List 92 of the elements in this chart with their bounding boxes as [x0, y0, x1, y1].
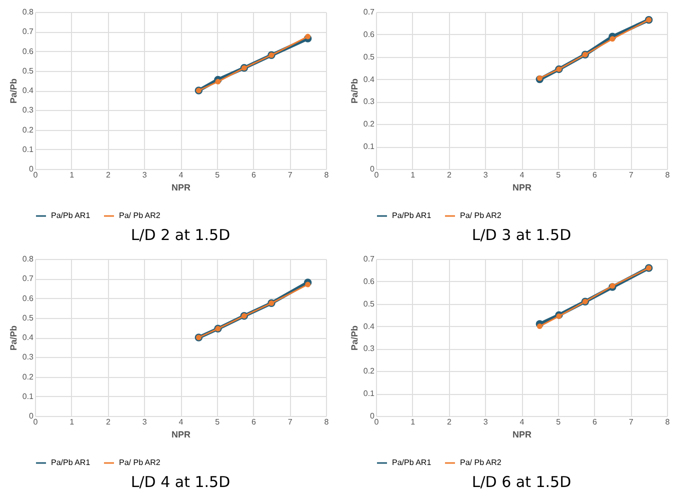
- y-tick-label: 0.4: [363, 74, 376, 84]
- y-tick-label: 0.5: [363, 52, 376, 62]
- y-axis-title: Pa/Pb: [349, 78, 360, 104]
- y-tick-label: 0.3: [363, 344, 376, 354]
- x-tick-label: 7: [288, 170, 293, 180]
- x-tick-label: 6: [252, 170, 257, 180]
- x-tick-label: 6: [592, 170, 598, 180]
- y-tick-label: 0.2: [22, 372, 34, 382]
- legend-label: Pa/ Pb AR2: [119, 211, 161, 220]
- x-tick-label: 4: [178, 170, 184, 180]
- x-tick-label: 4: [520, 170, 525, 180]
- y-tick-label: 0.4: [22, 86, 34, 95]
- x-tick-label: 3: [483, 170, 488, 180]
- y-tick-label: 0.4: [363, 322, 376, 331]
- y-tick-label: 0.8: [22, 254, 34, 264]
- x-tick-label: 4: [520, 418, 525, 426]
- y-tick-label: 0.8: [22, 8, 34, 16]
- y-tick-label: 0.6: [363, 30, 376, 39]
- legend-label: Pa/ Pb AR2: [460, 458, 502, 467]
- y-axis-title: Pa/Pb: [8, 324, 18, 351]
- y-tick-label: 0.4: [22, 333, 34, 342]
- x-tick-label: 3: [142, 418, 148, 426]
- x-tick-label: 7: [288, 418, 293, 426]
- x-tick-label: 8: [665, 418, 670, 426]
- x-tick-label: 1: [70, 170, 75, 180]
- y-tick-label: 0.1: [363, 142, 376, 152]
- y-tick-label: 0.5: [363, 299, 376, 308]
- y-axis-title: Pa/Pb: [8, 78, 18, 104]
- x-tick-label: 1: [410, 170, 416, 180]
- x-axis-title: NPR: [171, 182, 191, 192]
- point: [536, 75, 542, 81]
- x-axis-title: NPR: [512, 430, 532, 440]
- y-tick-label: 0.3: [22, 106, 34, 115]
- y-tick-label: 0.2: [363, 366, 376, 376]
- x-tick-label: 5: [215, 170, 220, 180]
- point: [215, 78, 221, 84]
- y-tick-label: 0.1: [363, 389, 376, 398]
- x-tick-label: 8: [324, 418, 330, 426]
- y-tick-label: 0.2: [22, 125, 34, 134]
- x-tick-label: 2: [447, 418, 452, 426]
- y-tick-label: 0.6: [22, 294, 34, 303]
- y-tick-label: 0.2: [363, 120, 376, 129]
- legend-label: Pa/ Pb AR2: [119, 458, 161, 467]
- legend-label: Pa/Pb AR1: [392, 211, 432, 220]
- y-tick-label: 0.6: [363, 276, 376, 286]
- x-tick-label: 6: [592, 418, 598, 426]
- point: [536, 324, 542, 330]
- y-axis-title: Pa/Pb: [349, 324, 360, 351]
- text: L/D 3 at 1.5D: [472, 226, 572, 244]
- legend-label: Pa/Pb AR1: [51, 211, 91, 220]
- x-tick-label: 2: [447, 170, 452, 180]
- y-tick-label: 0.5: [22, 66, 34, 76]
- x-tick-label: 5: [215, 418, 220, 426]
- y-tick-label: 0: [29, 164, 34, 174]
- y-tick-label: 0.7: [22, 27, 34, 36]
- text: L/D 2 at 1.5D: [130, 226, 230, 244]
- y-tick-label: 0.7: [363, 8, 376, 16]
- y-tick-label: 0: [370, 164, 376, 174]
- legend-label: Pa/ Pb AR2: [460, 211, 502, 220]
- point: [610, 36, 616, 42]
- text: L/D 4 at 1.5D: [130, 473, 230, 491]
- x-tick-label: 3: [142, 170, 148, 180]
- y-tick-label: 0.1: [22, 392, 34, 401]
- y-tick-label: 0.5: [22, 313, 34, 322]
- x-tick-label: 5: [556, 170, 562, 180]
- y-tick-label: 0: [29, 412, 34, 420]
- y-tick-label: 0.7: [22, 274, 34, 284]
- x-tick-label: 6: [252, 418, 257, 426]
- point: [305, 34, 311, 40]
- x-tick-label: 8: [324, 170, 330, 180]
- x-tick-label: 2: [106, 170, 112, 180]
- x-tick-label: 1: [70, 418, 75, 426]
- x-axis-title: NPR: [512, 182, 532, 192]
- x-tick-label: 3: [483, 418, 488, 426]
- text: L/D 6 at 1.5D: [472, 473, 572, 491]
- y-tick-label: 0.1: [22, 144, 34, 154]
- x-tick-label: 7: [628, 170, 634, 180]
- x-tick-label: 5: [556, 418, 562, 426]
- y-tick-label: 0.3: [22, 352, 34, 362]
- x-tick-label: 7: [628, 418, 634, 426]
- x-tick-label: 4: [178, 418, 184, 426]
- y-tick-label: 0.3: [363, 97, 376, 106]
- y-tick-label: 0.7: [363, 254, 376, 264]
- legend-label: Pa/Pb AR1: [51, 458, 91, 467]
- point: [305, 282, 311, 288]
- y-tick-label: 0.6: [22, 46, 34, 56]
- x-tick-label: 1: [410, 418, 416, 426]
- x-tick-label: 2: [106, 418, 112, 426]
- x-axis-title: NPR: [171, 430, 191, 440]
- y-tick-label: 0: [370, 412, 376, 420]
- x-tick-label: 8: [665, 170, 670, 180]
- legend-label: Pa/Pb AR1: [392, 458, 432, 467]
